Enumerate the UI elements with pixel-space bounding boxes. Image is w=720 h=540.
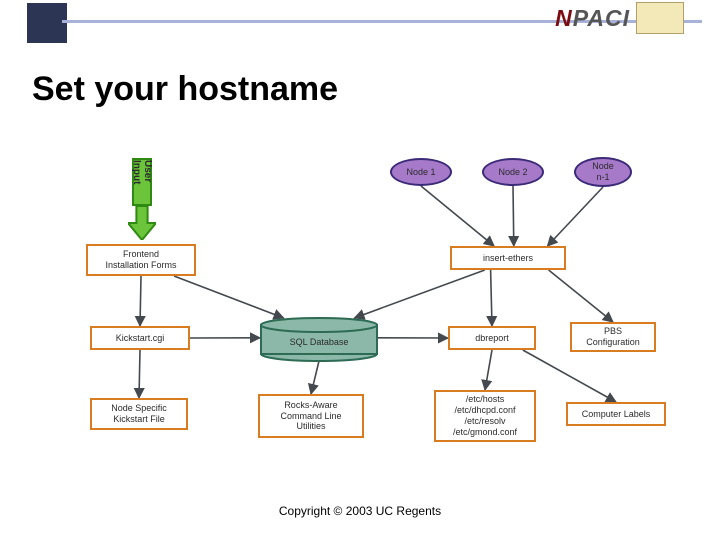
node-pbs: PBS Configuration bbox=[570, 322, 656, 352]
node-kickstart: Kickstart.cgi bbox=[90, 326, 190, 350]
edge-frontend-sql bbox=[174, 276, 284, 318]
node-frontend: Frontend Installation Forms bbox=[86, 244, 196, 276]
logo-n: N bbox=[555, 5, 573, 31]
edge-sql-rocks bbox=[311, 361, 319, 394]
edge-dbreport-complabels bbox=[523, 350, 616, 402]
logo-rest: PACI bbox=[573, 5, 630, 31]
flow-diagram: User Input Node 1 Node 2 Node n-1 SQL Databa… bbox=[60, 150, 670, 470]
node-noden: Node n-1 bbox=[574, 157, 632, 187]
edge-insert-pbs bbox=[549, 270, 613, 322]
header-bar: NPACI bbox=[0, 0, 720, 42]
node-sql: SQL Database bbox=[260, 318, 378, 354]
node-node2: Node 2 bbox=[482, 158, 544, 186]
user-input-arrow bbox=[128, 206, 156, 245]
copyright-footer: Copyright © 2003 UC Regents bbox=[0, 504, 720, 518]
node-node1: Node 1 bbox=[390, 158, 452, 186]
edge-node2-insert bbox=[513, 186, 514, 246]
node-user-input: User Input bbox=[132, 158, 152, 206]
edge-dbreport-etc bbox=[485, 350, 492, 390]
edge-frontend-kickstart bbox=[140, 276, 141, 326]
svg-text:SQL Database: SQL Database bbox=[290, 337, 349, 347]
logo-badge bbox=[636, 2, 684, 34]
edge-insert-dbreport bbox=[491, 270, 492, 326]
node-insert: insert-ethers bbox=[450, 246, 566, 270]
node-etc: /etc/hosts /etc/dhcpd.conf /etc/resolv /… bbox=[434, 390, 536, 442]
edge-kickstart-nodespec bbox=[139, 350, 140, 398]
node-complabels: Computer Labels bbox=[566, 402, 666, 426]
slide-title: Set your hostname bbox=[32, 70, 338, 109]
edge-insert-sql bbox=[354, 270, 484, 318]
edge-noden-insert bbox=[547, 187, 603, 246]
node-dbreport: dbreport bbox=[448, 326, 536, 350]
edge-node1-insert bbox=[421, 186, 494, 246]
node-rocks: Rocks-Aware Command Line Utilities bbox=[258, 394, 364, 438]
header-square bbox=[27, 3, 67, 43]
node-nodespec: Node Specific Kickstart File bbox=[90, 398, 188, 430]
logo: NPACI bbox=[555, 2, 684, 34]
